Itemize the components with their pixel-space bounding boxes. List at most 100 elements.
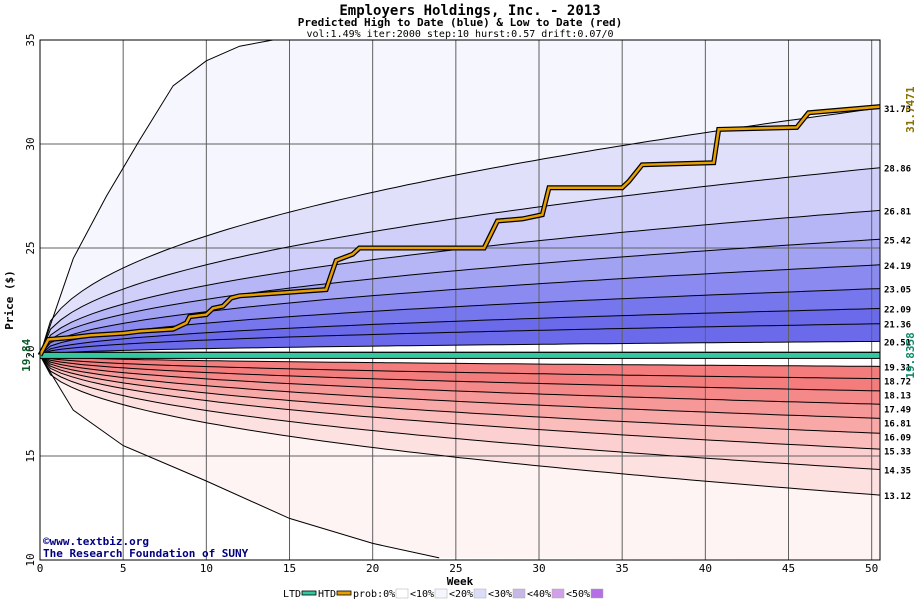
blue-band-6	[40, 288, 880, 356]
blue-band-3	[40, 210, 880, 356]
red-band-0	[40, 355, 880, 560]
x-tick-label: 10	[200, 562, 213, 575]
low-band-curve	[39, 355, 881, 496]
x-axis-label: Week	[447, 575, 474, 588]
x-tick-label: 45	[782, 562, 795, 575]
legend-label: <20%	[449, 589, 473, 600]
red-band-5	[40, 355, 880, 419]
low-band-curve	[39, 354, 881, 419]
low-band-curve	[39, 354, 881, 450]
low-band-curve	[39, 354, 881, 380]
legend-swatch	[395, 588, 409, 599]
low-band-curve	[39, 354, 881, 434]
x-tick-label: 15	[283, 562, 296, 575]
legend-swatch	[551, 588, 565, 599]
y-tick-label: 10	[24, 553, 37, 566]
x-tick-label: 5	[120, 562, 127, 575]
x-tick-label: 30	[532, 562, 545, 575]
watermark-line-1: ©www.textbiz.org	[43, 535, 149, 548]
axes	[39, 39, 881, 561]
legend-label: <50%	[566, 589, 590, 600]
start-price-label: 19.84	[20, 338, 33, 371]
legend-swatch	[473, 588, 487, 599]
chart-title: Employers Holdings, Inc. - 2013	[339, 3, 600, 19]
high-band-label: 20.51	[884, 338, 911, 348]
low-band-label: 16.81	[884, 419, 911, 429]
low-band-label: 14.35	[884, 467, 911, 477]
x-tick-label: 35	[616, 562, 629, 575]
y-tick-label: 35	[24, 33, 37, 46]
red-band-4	[40, 355, 880, 434]
low-band-label: 15.33	[884, 447, 911, 457]
axis-labels: 0 5 10 15 20 25 30 35 40 45 50 10 15 20 25 30 35 19.84 31.…	[20, 33, 917, 575]
high-band-label: 23.05	[884, 286, 911, 296]
legend-swatch	[590, 588, 604, 599]
blue-band-0	[40, 40, 880, 356]
htd-value-label: 31.7471	[904, 86, 917, 133]
x-tick-label: 40	[699, 562, 712, 575]
high-band-label: 21.36	[884, 321, 911, 331]
y-tick-label: 20	[24, 345, 37, 358]
low-band-curve	[39, 355, 881, 470]
high-band-curve	[39, 323, 881, 356]
high-band-label: 25.42	[884, 236, 911, 246]
legend-swatch	[336, 590, 352, 596]
legend-label: <30%	[488, 589, 512, 600]
legend-label: LTD	[283, 589, 301, 600]
htd-line	[38, 105, 881, 356]
legend: LTD HTD prob:0% <10% <20% <30% <40% <50%	[283, 588, 604, 600]
red-band-2	[40, 355, 880, 470]
outer-low-curve	[39, 355, 440, 559]
high-band-curve	[39, 308, 881, 356]
outer-high-curve	[39, 39, 273, 356]
blue-band-2	[40, 167, 880, 356]
plot-frame	[39, 39, 881, 561]
legend-label: HTD	[318, 589, 336, 600]
high-band-label: 24.19	[884, 262, 911, 272]
chart-params: vol:1.49% iter:2000 step:10 hurst:0.57 d…	[306, 29, 613, 40]
htd-ltd-series	[37, 104, 881, 359]
red-band-3	[40, 355, 880, 450]
x-tick-label: 25	[449, 562, 462, 575]
low-band-curve	[39, 354, 881, 392]
legend-swatch	[301, 590, 317, 596]
red-band-8	[40, 355, 880, 379]
low-band-label: 16.09	[884, 433, 911, 443]
legend-swatch	[512, 588, 526, 599]
watermark-line-2: The Research Foundation of SUNY	[43, 547, 249, 560]
high-band-curve	[39, 264, 881, 356]
low-band-label: 19.31	[884, 363, 911, 373]
low-band-curve	[39, 354, 881, 405]
y-tick-label: 25	[24, 241, 37, 254]
red-band-1	[40, 355, 880, 496]
low-band-label: 13.12	[884, 492, 911, 502]
probability-bands	[40, 40, 880, 560]
high-band-label: 26.81	[884, 207, 911, 217]
blue-band-1	[40, 108, 880, 356]
chart-subtitle: Predicted High to Date (blue) & Low to D…	[298, 16, 623, 29]
ltd-line	[39, 351, 881, 359]
x-tick-label: 20	[366, 562, 379, 575]
high-band-label: 22.09	[884, 306, 911, 316]
high-band-curve	[39, 340, 881, 356]
blue-band-5	[40, 264, 880, 356]
blue-band-4	[40, 239, 880, 356]
red-band-6	[40, 355, 880, 405]
low-band-label: 18.13	[884, 391, 911, 401]
low-band-label: 18.72	[884, 377, 911, 387]
x-tick-label: 0	[37, 562, 44, 575]
y-tick-label: 30	[24, 137, 37, 150]
ltd-value-label: 19.8358	[904, 332, 917, 378]
high-band-curve	[39, 167, 881, 356]
legend-label: <10%	[410, 589, 434, 600]
high-band-label: 31.73	[884, 105, 911, 115]
x-tick-label: 50	[865, 562, 878, 575]
high-band-label: 28.86	[884, 165, 911, 175]
red-band-7	[40, 355, 880, 391]
legend-swatch	[434, 588, 448, 599]
low-band-label: 17.49	[884, 405, 911, 415]
legend-label: prob:0%	[353, 589, 395, 600]
legend-label: <40%	[527, 589, 551, 600]
y-tick-label: 15	[24, 449, 37, 462]
